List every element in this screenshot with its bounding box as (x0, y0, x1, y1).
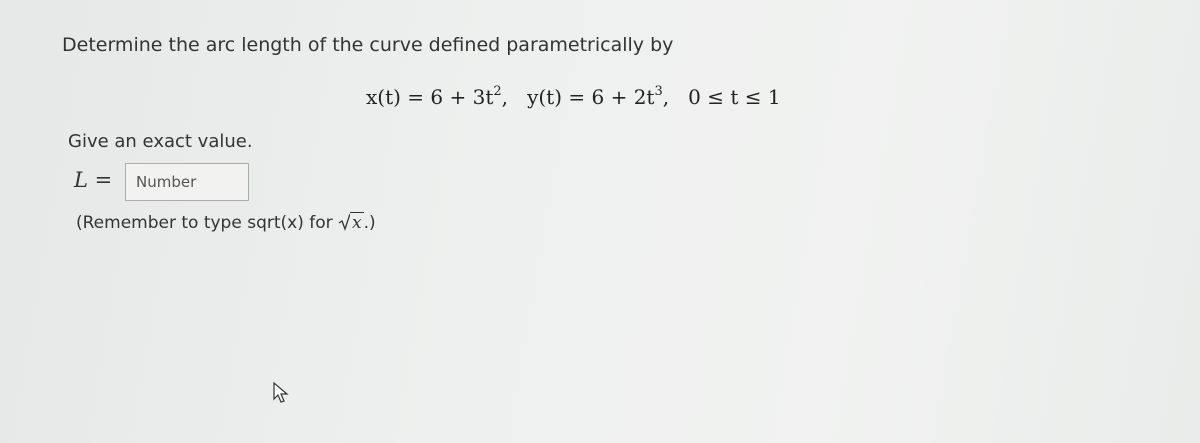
equation-part: 0 ≤ t ≤ 1 (688, 85, 781, 109)
exponent: 2 (493, 84, 502, 99)
instruction: Give an exact value. (68, 131, 253, 152)
answer-input[interactable]: Number (125, 163, 249, 201)
equation-part: x(t) = 6 + 3t (366, 85, 494, 109)
radical-sign (338, 213, 351, 231)
question-prompt: Determine the arc length of the curve de… (62, 34, 674, 56)
mouse-cursor (273, 382, 289, 403)
hint-text: .) (363, 213, 376, 233)
answer-label: L = (74, 168, 113, 192)
exponent: 3 (654, 84, 663, 99)
equation-part: y(t) = 6 + 2t (527, 85, 655, 109)
equation: x(t) = 6 + 3t2, y(t) = 6 + 2t3, 0 ≤ t ≤ … (366, 84, 781, 109)
hint-radicand: x (350, 212, 364, 233)
equation-part: , (662, 85, 689, 109)
hint: (Remember to type sqrt(x) for x.) (76, 212, 376, 233)
hint-text: (Remember to type sqrt(x) for (76, 213, 339, 233)
equation-part: , (501, 85, 528, 109)
